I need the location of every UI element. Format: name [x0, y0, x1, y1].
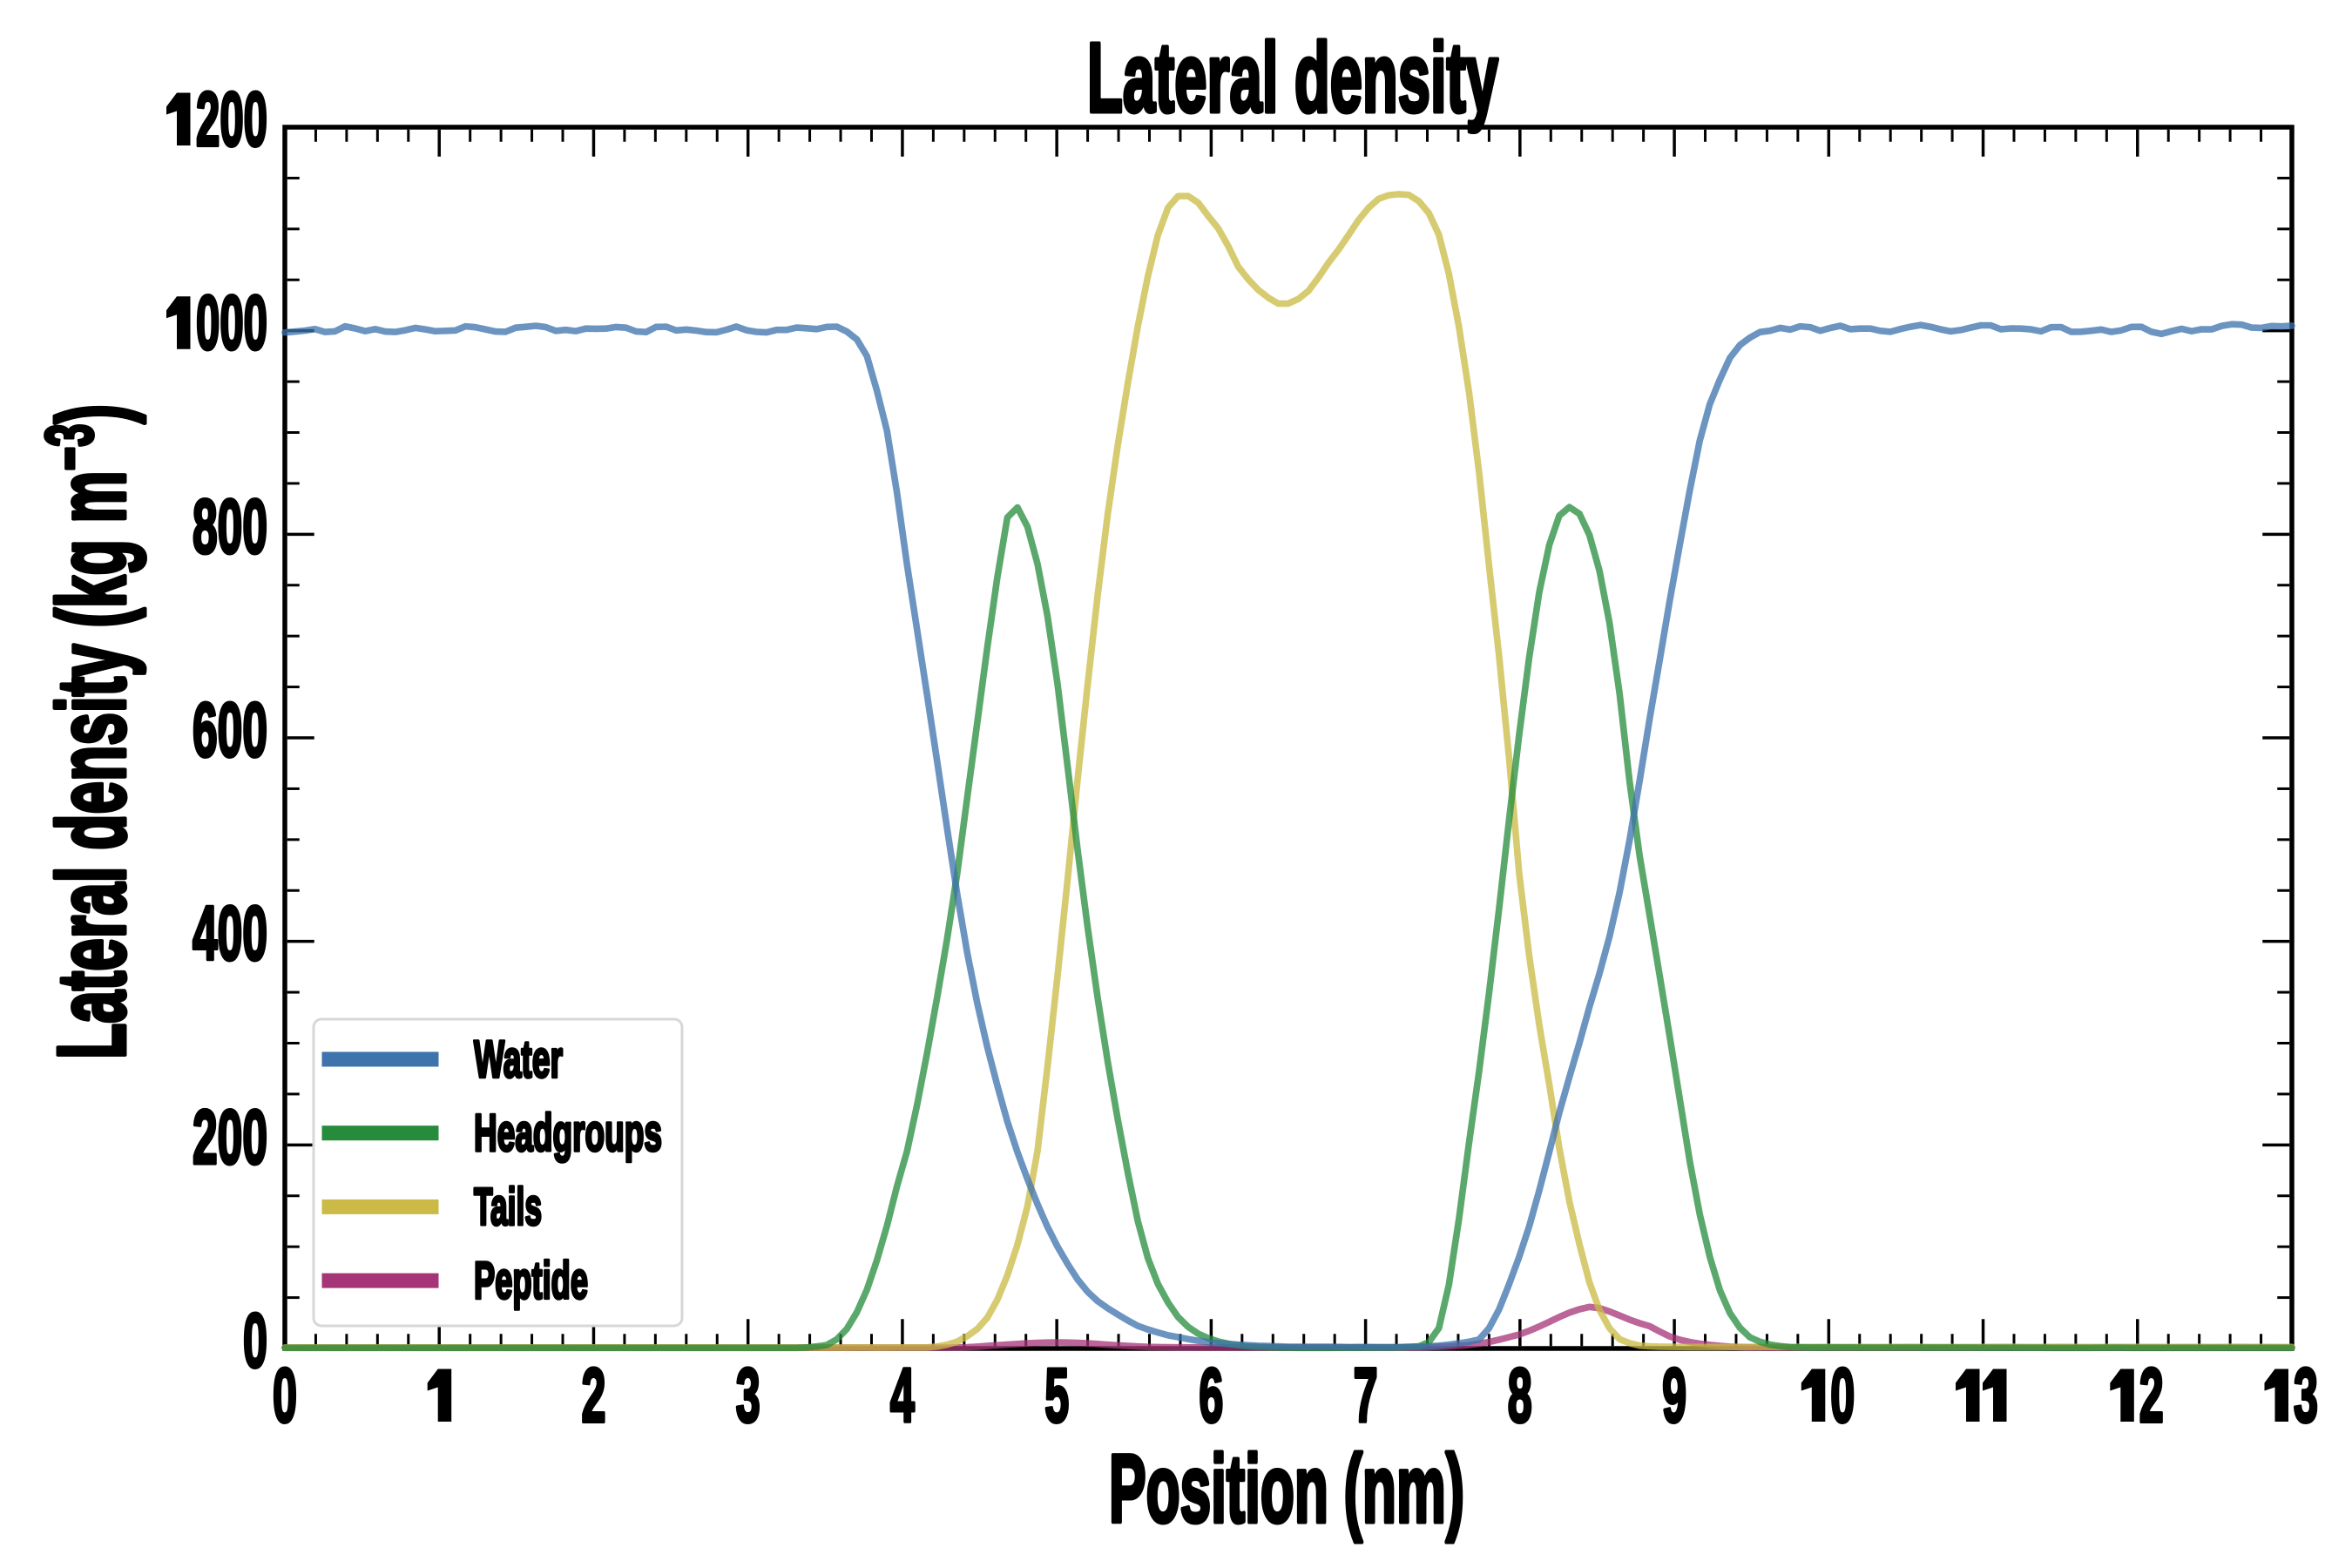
svg-text:0: 0: [243, 1297, 267, 1383]
svg-text:600: 600: [193, 686, 267, 773]
svg-text:3: 3: [736, 1352, 760, 1438]
svg-text:−3: −3: [32, 424, 107, 471]
svg-text:7: 7: [1354, 1352, 1378, 1438]
svg-text:200: 200: [196, 76, 267, 162]
svg-text:Headgroups: Headgroups: [474, 1104, 662, 1162]
svg-text:800: 800: [193, 483, 267, 569]
svg-text:2: 2: [2139, 1352, 2164, 1438]
svg-text:Peptide: Peptide: [474, 1252, 588, 1310]
svg-text:Lateral density: Lateral density: [1087, 23, 1498, 132]
svg-text:6: 6: [1199, 1352, 1223, 1438]
svg-text:000: 000: [196, 280, 267, 366]
svg-text:2: 2: [582, 1352, 606, 1438]
svg-text:8: 8: [1508, 1352, 1532, 1438]
svg-text:9: 9: [1662, 1352, 1686, 1438]
svg-text:400: 400: [193, 890, 267, 977]
svg-text:5: 5: [1044, 1352, 1069, 1438]
svg-text:4: 4: [890, 1352, 915, 1438]
svg-text:Lateral density (kg m: Lateral density (kg m: [38, 470, 145, 1059]
svg-text:Position (nm): Position (nm): [1109, 1436, 1464, 1543]
svg-text:Tails: Tails: [474, 1178, 542, 1236]
svg-text:): ): [38, 404, 145, 424]
svg-text:200: 200: [193, 1093, 267, 1179]
svg-text:0: 0: [1830, 1352, 1855, 1438]
svg-text:Water: Water: [474, 1031, 563, 1089]
svg-text:3: 3: [2294, 1352, 2318, 1438]
svg-text:0: 0: [273, 1352, 297, 1438]
